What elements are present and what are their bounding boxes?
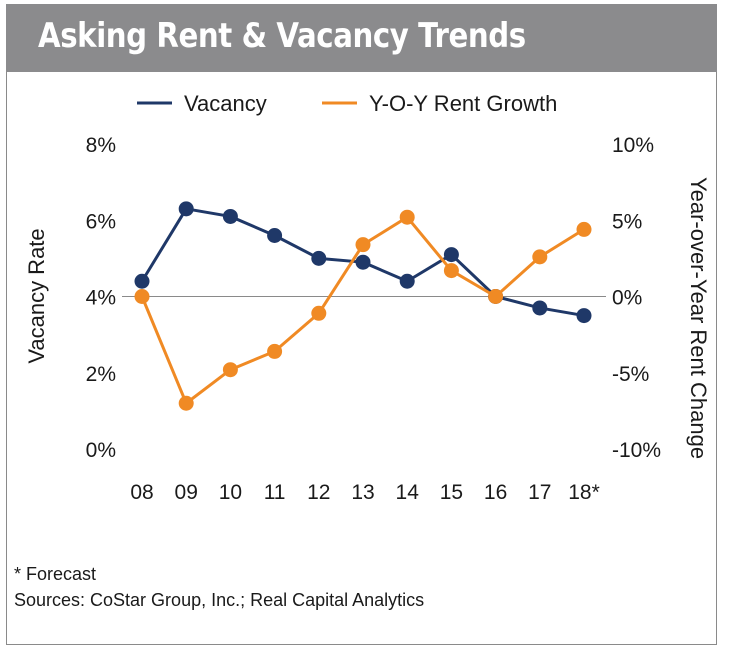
legend-vacancy-label: Vacancy [184, 91, 267, 116]
rent-growth-point [222, 362, 238, 378]
x-tick-label: 08 [130, 481, 153, 504]
rent-growth-point [355, 237, 371, 253]
rent-growth-point [311, 305, 327, 321]
left-tick-label: 8% [86, 134, 116, 157]
left-tick-label: 6% [86, 210, 116, 233]
x-tick-label: 11 [264, 481, 286, 504]
vacancy-point [134, 273, 150, 289]
vacancy-point [355, 254, 371, 270]
vacancy-point [311, 250, 327, 266]
vacancy-point [267, 228, 283, 243]
vacancy-point [178, 201, 194, 217]
right-axis-ticks: 10% 5% 0% -5% -10% [612, 134, 661, 462]
x-tick-label: 13 [351, 481, 374, 504]
rent-growth-point [399, 209, 415, 225]
x-tick-label: 17 [528, 481, 551, 504]
title-bar: Asking Rent & Vacancy Trends [6, 4, 717, 72]
vacancy-point [576, 308, 592, 324]
x-tick-label: 12 [307, 481, 330, 504]
x-axis-ticks: 08 09 10 11 12 13 14 15 16 17 18* [130, 481, 599, 504]
rent-growth-point [488, 289, 504, 304]
left-axis-ticks: 8% 6% 4% 2% 0% [86, 134, 116, 462]
right-tick-label: -5% [612, 363, 649, 386]
left-tick-label: 2% [86, 363, 116, 386]
right-tick-label: 5% [612, 210, 642, 233]
chart-frame [6, 4, 717, 645]
chart-title: Asking Rent & Vacancy Trends [38, 16, 526, 56]
vacancy-point [443, 247, 459, 263]
x-tick-label: 18* [568, 481, 600, 504]
right-tick-label: 0% [612, 287, 642, 310]
x-tick-label: 10 [219, 481, 242, 504]
vacancy-point [399, 273, 415, 289]
x-tick-label: 14 [396, 481, 420, 504]
left-axis-title: Vacancy Rate [24, 228, 49, 363]
right-tick-label: 10% [612, 134, 654, 157]
right-axis-title: Year-over-Year Rent Change [686, 177, 711, 459]
forecast-note: * Forecast [14, 564, 97, 584]
x-tick-label: 16 [484, 481, 507, 504]
vacancy-point [532, 300, 548, 316]
plot-area [122, 201, 606, 411]
x-tick-label: 15 [440, 481, 463, 504]
rent-growth-point [134, 289, 150, 304]
left-tick-label: 0% [86, 439, 116, 462]
right-tick-label: -10% [612, 439, 661, 462]
rent-growth-point [576, 221, 592, 237]
rent-growth-point [178, 395, 194, 411]
vacancy-point [222, 208, 238, 224]
rent-growth-point [443, 263, 459, 279]
left-tick-label: 4% [86, 287, 116, 310]
rent-growth-point [532, 249, 548, 265]
legend-rent-label: Y-O-Y Rent Growth [369, 91, 557, 116]
sources-note: Sources: CoStar Group, Inc.; Real Capita… [14, 590, 425, 610]
rent-growth-point [267, 343, 283, 359]
legend: Vacancy Y-O-Y Rent Growth [137, 91, 557, 116]
x-tick-label: 09 [175, 481, 198, 504]
